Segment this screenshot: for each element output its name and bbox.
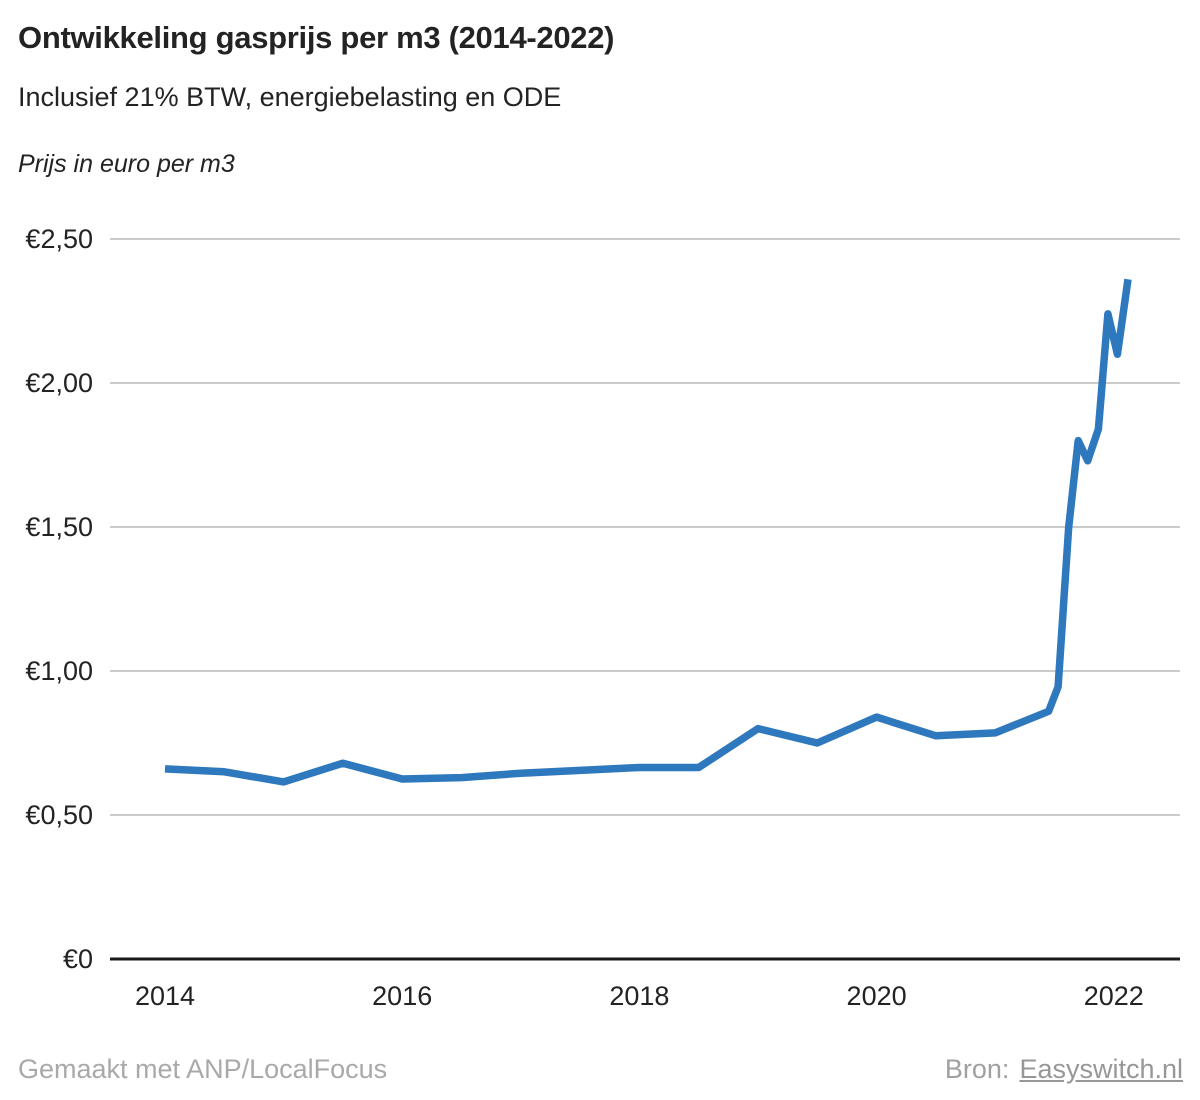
y-axis-title: Prijs in euro per m3: [18, 150, 235, 178]
chart-subtitle: Inclusief 21% BTW, energiebelasting en O…: [18, 82, 562, 112]
x-tick-label: 2014: [135, 981, 195, 1011]
price-line: [164, 278, 1132, 786]
x-tick-label: 2020: [847, 981, 907, 1011]
y-tick-label: €0,50: [25, 800, 93, 830]
footer-credit: Gemaakt met ANP/LocalFocus: [18, 1054, 388, 1084]
source-label: Bron:: [944, 1054, 1010, 1084]
x-tick-label: 2022: [1084, 981, 1144, 1011]
x-tick-label: 2016: [372, 981, 432, 1011]
footer-source: Bron: Easyswitch.nl: [945, 1054, 1183, 1085]
y-tick-label: €2,00: [25, 368, 93, 398]
y-tick-label: €1,00: [25, 656, 93, 686]
y-tick-label: €0: [63, 944, 93, 974]
y-tick-label: €1,50: [25, 512, 93, 542]
y-tick-label: €2,50: [25, 224, 93, 254]
chart-title: Ontwikkeling gasprijs per m3 (2014-2022): [18, 20, 615, 55]
source-link[interactable]: Easyswitch.nl: [1019, 1054, 1183, 1084]
x-tick-label: 2018: [609, 981, 669, 1011]
